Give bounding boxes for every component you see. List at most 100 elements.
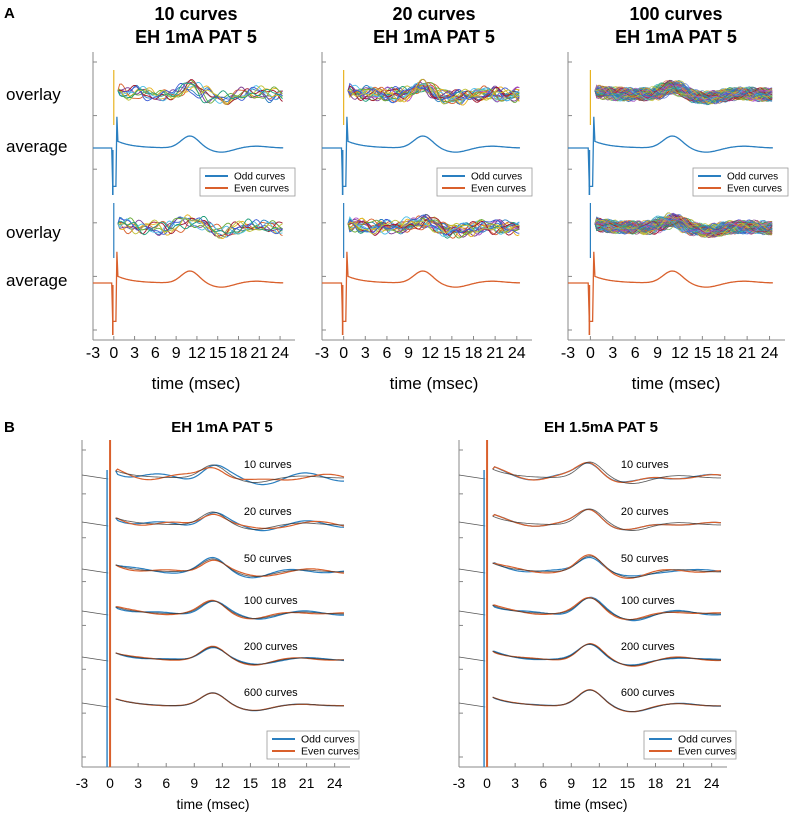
b1-x-tick-label: 12 — [215, 775, 231, 791]
a1-x-tick-label: 0 — [109, 345, 118, 362]
b2-trace-mean — [492, 461, 721, 484]
a2-title-line1: 20 curves — [392, 4, 475, 24]
b2-trace-even — [492, 461, 722, 483]
a2-overlay-top-curve — [347, 86, 520, 104]
b2-x-tick-label: 12 — [592, 775, 608, 791]
a3-overlay-top-curve — [594, 88, 773, 101]
b2-x-tick-label: 15 — [620, 775, 636, 791]
b2-trace-label: 200 curves — [621, 641, 675, 653]
b2-trace-baseline — [458, 521, 486, 527]
a2-overlay-bottom-curve — [347, 214, 520, 236]
a1-x-tick-label: 21 — [250, 345, 268, 362]
b1-x-tick-label: 9 — [190, 775, 198, 791]
b2-trace-odd — [492, 508, 722, 531]
a3-overlay-top-curve — [594, 84, 773, 105]
a2-average-even-line — [322, 251, 521, 323]
a3-x-tick-label: 9 — [653, 345, 662, 362]
a2-x-tick-label: 18 — [465, 345, 483, 362]
b1-legend-odd-label: Odd curves — [301, 734, 355, 746]
a2-x-tick-label: 21 — [486, 345, 504, 362]
a1-x-tick-label: 6 — [151, 345, 160, 362]
a3-x-tick-label: 0 — [586, 345, 595, 362]
b2-trace-baseline — [458, 656, 486, 662]
a3-title-line1: 100 curves — [629, 4, 722, 24]
b2-trace-mean — [492, 597, 721, 620]
b2-legend — [643, 730, 737, 760]
a2-overlay-top-curve — [347, 81, 520, 102]
a2-x-tick-label: 9 — [404, 345, 413, 362]
a1-x-tick-label: 9 — [172, 345, 181, 362]
b1-trace-baseline — [81, 610, 109, 616]
a2-overlay-top-curve — [347, 83, 520, 102]
b1-trace-baseline — [81, 474, 109, 480]
a3-overlay-top-curve — [594, 83, 773, 104]
b1-trace-baseline — [81, 656, 109, 662]
b2-trace-mean — [492, 508, 721, 531]
a2-x-tick-label: 6 — [382, 345, 391, 362]
b1-trace-label: 600 curves — [244, 687, 298, 699]
b1-legend — [266, 730, 360, 760]
a2-x-tick-label: 0 — [339, 345, 348, 362]
b1-x-tick-label: 24 — [327, 775, 343, 791]
a3-x-tick-label: 12 — [671, 345, 689, 362]
a2-overlay-bottom-curve — [347, 219, 520, 235]
a1-x-tick-label: 15 — [209, 345, 227, 362]
b1-trace-odd — [115, 511, 345, 532]
b1-title: EH 1mA PAT 5 — [171, 419, 272, 436]
a2-overlay-bottom-curve — [347, 218, 520, 233]
b1-trace-label: 20 curves — [244, 506, 292, 518]
row-label-average-top: average — [6, 137, 67, 156]
a1-overlay-top-curve — [117, 82, 283, 104]
b1-x-tick-label: 15 — [243, 775, 259, 791]
b2-trace-even — [492, 597, 722, 621]
b2-trace-even — [492, 508, 722, 531]
b2-legend-odd-label: Odd curves — [678, 734, 732, 746]
b1-trace-mean — [115, 464, 344, 483]
a3-overlay-top-curve — [594, 84, 773, 105]
b2-x-tick-label: 9 — [567, 775, 575, 791]
b2-x-tick-label: 24 — [704, 775, 720, 791]
b2-trace-mean — [492, 689, 721, 712]
a2-x-tick-label: 15 — [443, 345, 461, 362]
a1-title-line2: EH 1mA PAT 5 — [135, 27, 257, 47]
a2-x-tick-label: 3 — [361, 345, 370, 362]
a2-legend-odd-label: Odd curves — [471, 172, 522, 183]
b2-trace-even — [492, 642, 722, 667]
b2-title: EH 1.5mA PAT 5 — [544, 419, 658, 436]
a2-overlay-bottom-curve — [347, 217, 520, 237]
b2-trace-label: 50 curves — [621, 553, 669, 565]
b2-legend-even-label: Even curves — [678, 746, 736, 758]
a1-average-odd-line — [93, 116, 284, 188]
a2-overlay-top-curve — [348, 78, 520, 105]
b1-trace-baseline — [81, 702, 109, 708]
b1-x-tick-label: 6 — [162, 775, 170, 791]
b1-trace-mean — [115, 646, 344, 665]
a1-overlay-top-curve — [117, 79, 283, 106]
a2-overlay-bottom-curve — [347, 217, 520, 236]
b1-trace-mean — [115, 558, 344, 577]
b1-legend-even-label: Even curves — [301, 746, 359, 758]
b2-trace-label: 20 curves — [621, 506, 669, 518]
b1-x-tick-label: 18 — [271, 775, 287, 791]
b2-x-tick-label: 3 — [511, 775, 519, 791]
b2-trace-baseline — [458, 474, 486, 480]
b1-trace-odd — [115, 600, 344, 620]
a3-x-tick-label: 24 — [761, 345, 779, 362]
a3-average-even-line — [568, 251, 773, 323]
a1-overlay-bottom-curve — [117, 217, 283, 239]
a1-overlay-top-curve — [117, 82, 283, 104]
b2-trace-label: 600 curves — [621, 687, 675, 699]
b2-trace-baseline — [458, 568, 486, 574]
b1-trace-label: 100 curves — [244, 595, 298, 607]
b1-trace-baseline — [81, 521, 109, 527]
b2-x-tick-label: 0 — [483, 775, 491, 791]
a3-overlay-bottom-curve — [594, 220, 773, 233]
b2-trace-mean — [492, 643, 721, 666]
b1-trace-even — [115, 645, 345, 666]
a3-x-tick-label: -3 — [561, 345, 575, 362]
a2-overlay-bottom-curve — [347, 217, 520, 239]
a3-overlay-bottom-curve — [594, 217, 773, 238]
b1-trace-odd — [115, 692, 344, 712]
a3-title-line2: EH 1mA PAT 5 — [615, 27, 737, 47]
